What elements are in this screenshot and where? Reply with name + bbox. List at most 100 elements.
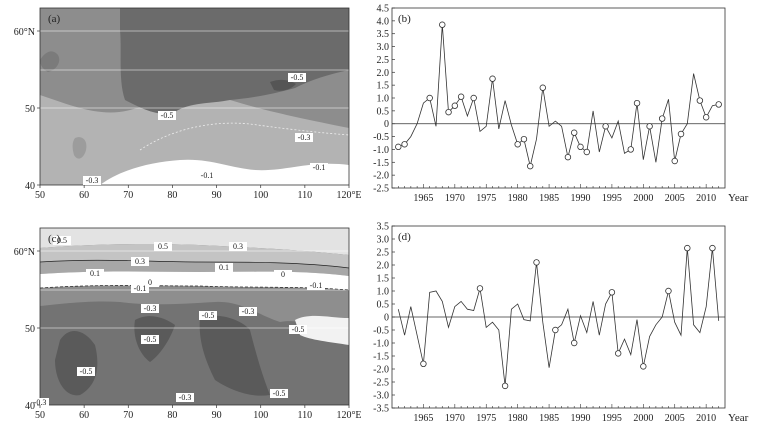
contour-label: 0.1: [219, 263, 229, 272]
panel-label-c: (c): [48, 233, 61, 245]
data-point-marker: [677, 130, 685, 138]
map-x-tick-label: 110: [298, 190, 313, 201]
map-x-tick-label: 60: [79, 410, 89, 421]
contour-label-bg: [239, 307, 257, 316]
contour-label-bg: [229, 242, 247, 251]
data-point-marker: [583, 148, 590, 156]
y-tick-label: 2.0: [377, 261, 390, 272]
x-axis-unit: Year: [728, 412, 749, 424]
contour-label-bg: [86, 269, 104, 278]
map-c-contour-m01: [40, 285, 349, 291]
map-panel-a: -0.5 -0.5 -0.3 -0.1 -0.1 -0.3 50 60 70 80 90 100 11…: [14, 7, 362, 201]
data-point-marker: [470, 94, 477, 102]
contour-label: -0.3: [86, 176, 99, 185]
x-tick-label: 1995: [602, 413, 622, 424]
contour-label-bg: [53, 236, 71, 245]
contour-label-bg: [295, 133, 313, 142]
map-a-contour-labels: -0.5 -0.5 -0.3 -0.1 -0.1 -0.3: [83, 73, 328, 185]
map-c-shade-05: [40, 228, 349, 255]
y-tick-label: 2.5: [377, 248, 390, 259]
map-c-frame: [39, 227, 350, 406]
data-point-marker: [571, 339, 578, 347]
x-tick-label: 1995: [602, 193, 622, 204]
map-x-tick-label: 100: [253, 190, 268, 201]
map-y-tick-label: 40: [25, 181, 35, 192]
y-tick-label: -0.5: [373, 132, 389, 143]
map-y-tick-label: 50: [25, 324, 35, 335]
series-line: [397, 248, 720, 386]
series-line: [398, 24, 719, 167]
y-tick-label: 0: [384, 119, 389, 130]
y-tick-label: 3.0: [377, 235, 390, 246]
map-c-shade-03: [40, 244, 349, 268]
contour-label: -0.5: [291, 73, 304, 82]
map-x-tick-label: 120°E: [336, 190, 361, 201]
panel-label: (b): [398, 13, 411, 25]
map-a-lake: [40, 51, 60, 72]
data-point-marker: [395, 143, 402, 151]
map-x-tick-label: 80: [167, 190, 177, 201]
map-x-tick-label: 120°E: [336, 410, 361, 421]
data-point-marker: [552, 326, 559, 334]
panel-label-a: (a): [48, 13, 61, 25]
map-x-tick-label: 100: [253, 410, 268, 421]
data-point-marker: [715, 101, 722, 108]
contour-label: -0.5: [80, 367, 93, 376]
data-point-marker: [451, 102, 459, 109]
map-c-dark-1: [55, 330, 98, 396]
map-c-shade-01: [40, 260, 349, 276]
data-point-marker: [439, 21, 446, 28]
contour-label: 0.3: [135, 257, 145, 266]
contour-label-bg: [141, 304, 159, 313]
x-tick-label: 2000: [633, 413, 653, 424]
y-tick-label: -3.0: [373, 391, 389, 402]
x-tick-label: 1965: [413, 193, 433, 204]
contour-label: -0.1: [134, 284, 147, 293]
map-a-shading: [40, 8, 349, 185]
map-c-shading: [40, 228, 349, 405]
data-point-marker: [564, 153, 572, 161]
data-point-marker: [401, 141, 408, 148]
map-a-frame: [39, 7, 350, 186]
map-x-tick-label: 60: [79, 190, 89, 201]
y-tick-label: -2.0: [373, 171, 389, 182]
contour-label-bg: [131, 284, 149, 293]
map-c-light-patch: [295, 315, 349, 345]
data-point-marker: [702, 114, 710, 121]
x-tick-label: 1965: [413, 413, 433, 424]
map-c-shade-m01: [40, 285, 349, 325]
data-point-marker: [665, 287, 672, 295]
x-tick-label: 2005: [665, 193, 685, 204]
data-point-marker: [514, 141, 521, 148]
contour-label: -0.5: [202, 311, 215, 320]
y-tick-label: 1.5: [377, 81, 390, 92]
y-tick-label: -3.5: [373, 404, 389, 415]
contour-label-bg: [131, 257, 149, 266]
data-point-marker: [457, 93, 465, 100]
data-point-marker: [445, 108, 452, 116]
x-tick-label: 1970: [445, 413, 465, 424]
data-point-marker: [533, 259, 540, 266]
contour-label: -0.5: [161, 111, 174, 120]
map-c-dark-3: [199, 315, 270, 396]
map-x-tick-label: 80: [167, 410, 177, 421]
contour-label-bg: [289, 325, 307, 334]
contour-label: -0.3: [34, 398, 47, 407]
data-point-marker: [420, 360, 427, 367]
map-a-baikal: [270, 79, 296, 91]
contour-label-bg: [198, 171, 216, 180]
contour-label: 0.5: [158, 242, 168, 251]
x-tick-label: 1980: [508, 193, 528, 204]
map-x-tick-label: 70: [123, 410, 133, 421]
contour-label: -0.3: [179, 393, 192, 402]
y-tick-label: 3.0: [377, 42, 390, 53]
line-panel-b: 4.54.0 3.5 3.0 2.5 2.0 1.5 1.00.5 0 -0.5 -1.0 -1.5…: [373, 4, 748, 205]
data-point-marker: [671, 157, 678, 165]
contour-label: 0.5: [57, 236, 67, 245]
x-tick-label: 1990: [570, 193, 590, 204]
map-y-tick-label: 50: [25, 104, 35, 115]
data-point-marker: [614, 350, 622, 357]
map-y-tick-label: 60°N: [14, 27, 35, 38]
